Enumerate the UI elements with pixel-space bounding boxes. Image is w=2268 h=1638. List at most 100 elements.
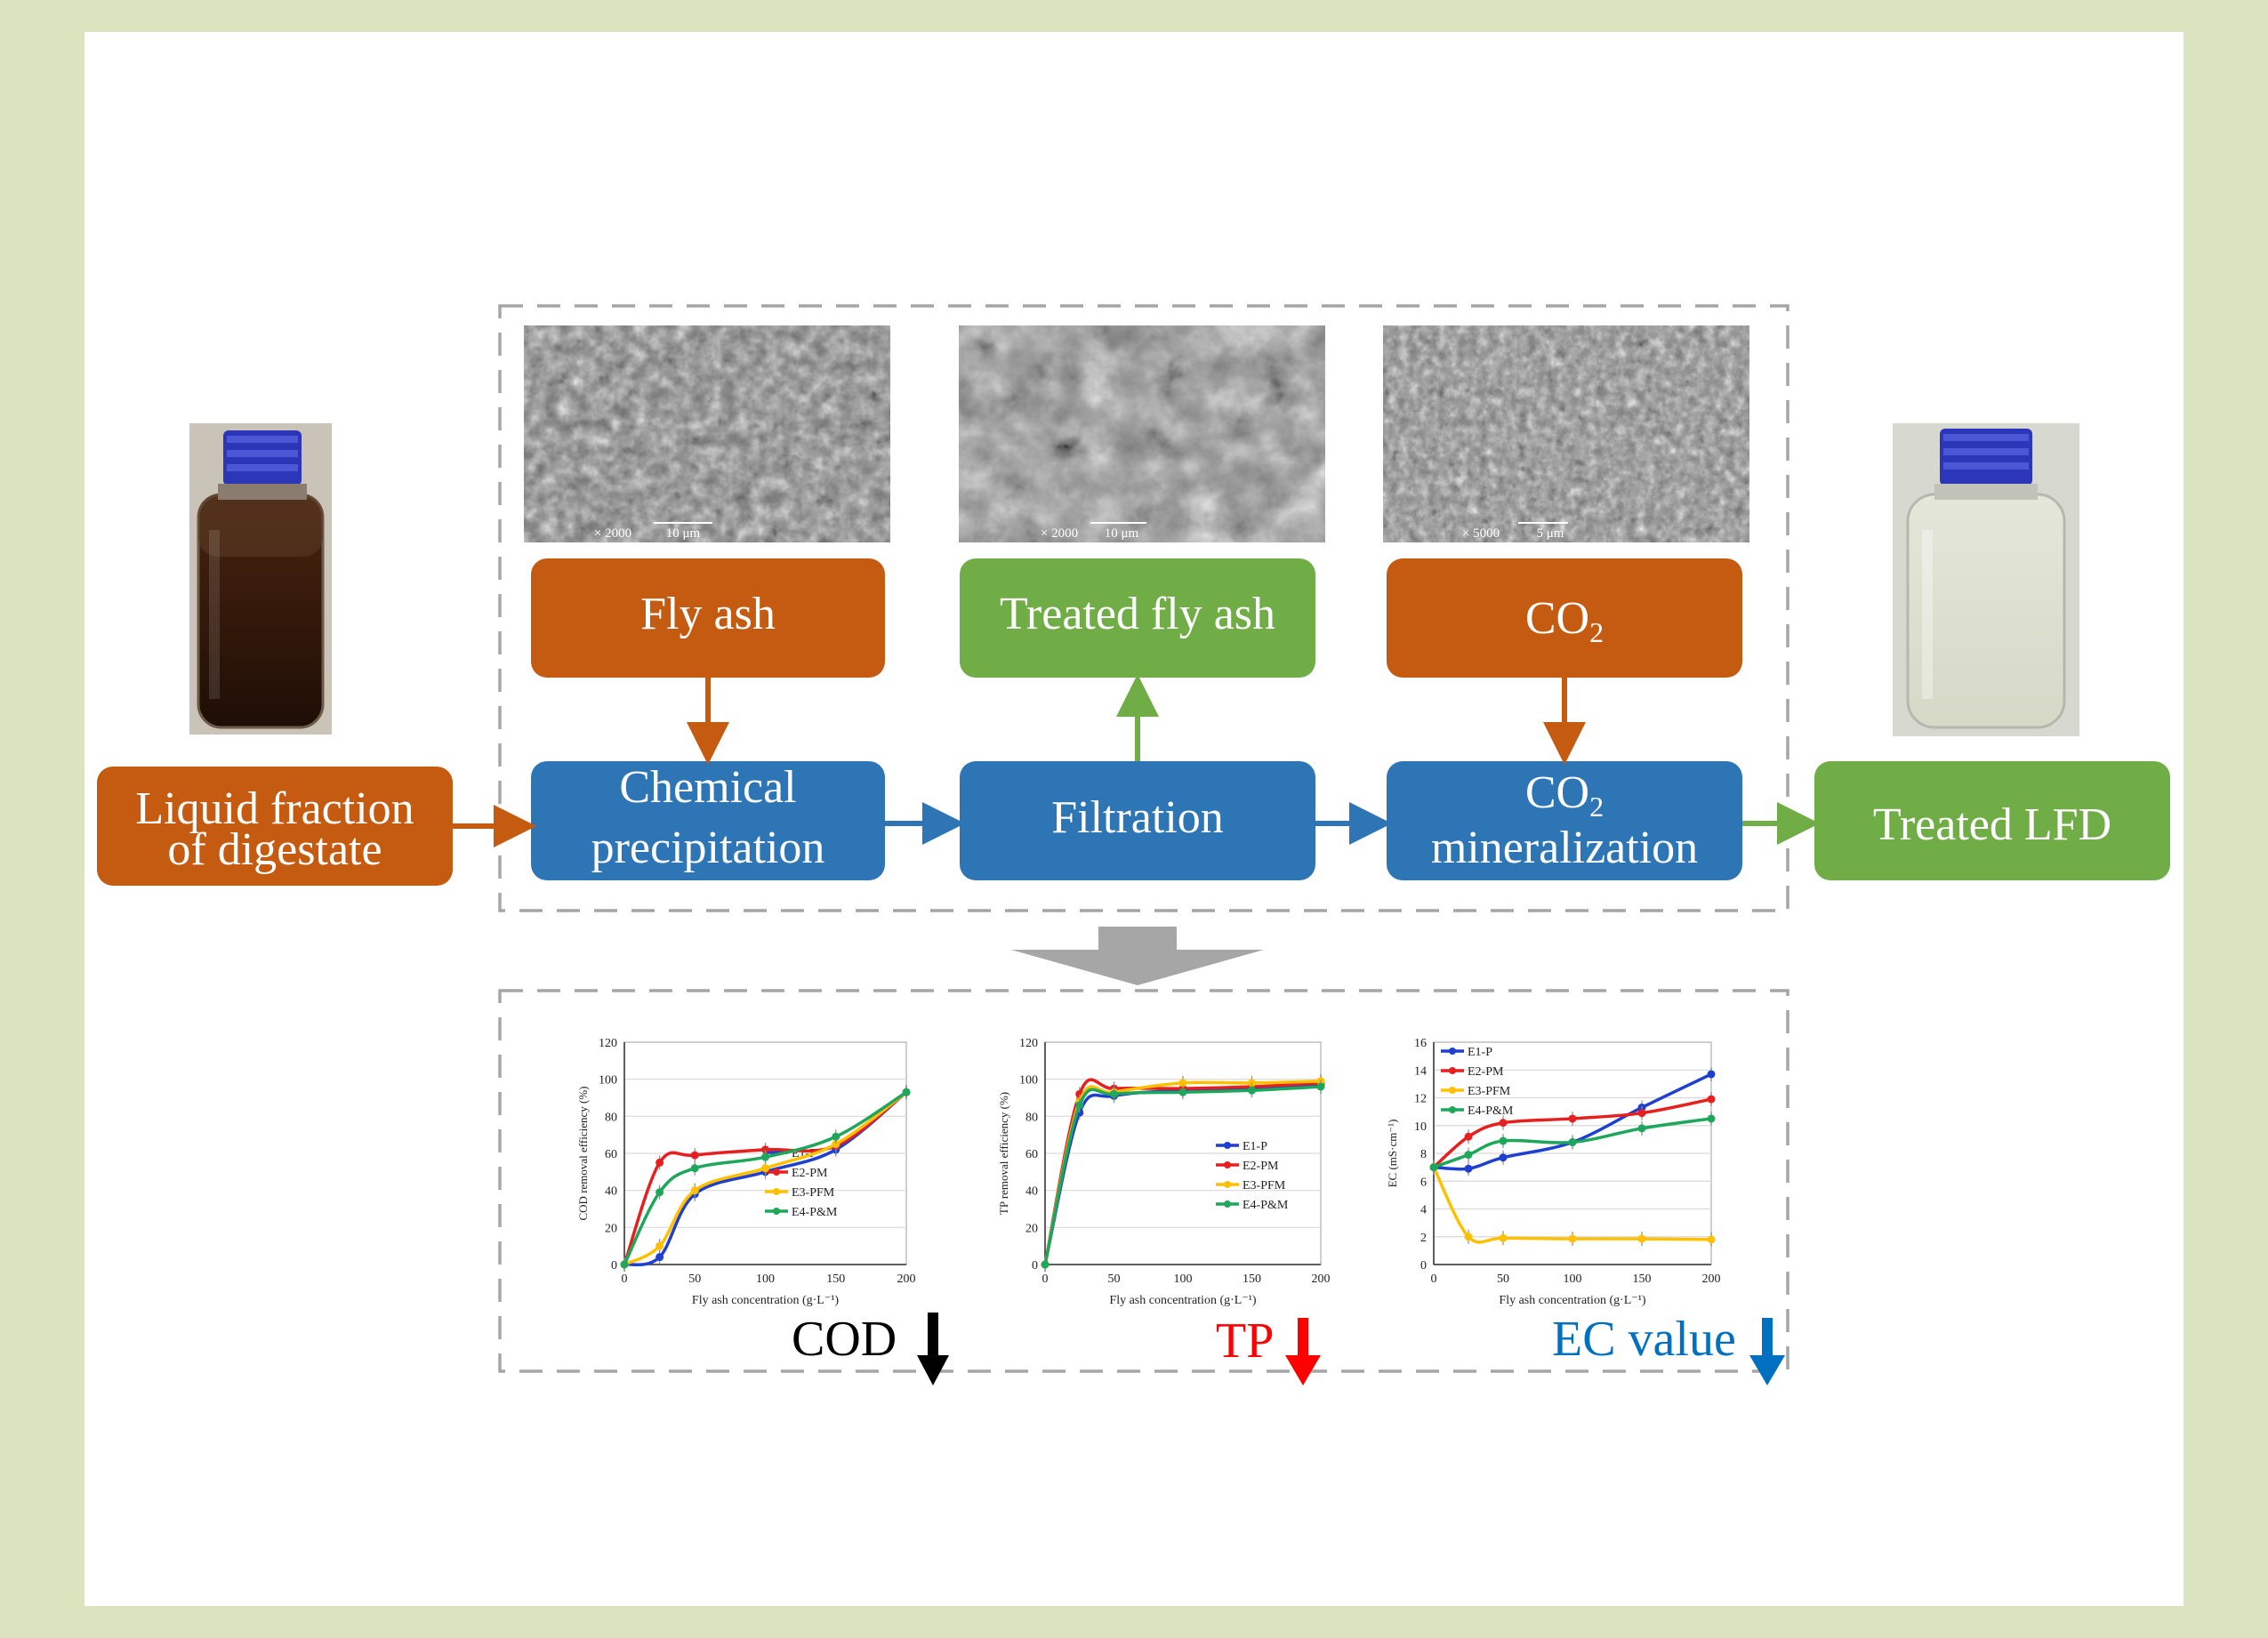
data-point [1499,1233,1508,1242]
legend-label: E4-P&M [792,1206,838,1219]
data-point [1499,1119,1508,1128]
y-tick-label: 0 [1420,1259,1427,1273]
data-point [1499,1136,1508,1145]
data-point [1568,1114,1577,1123]
data-point [1178,1088,1187,1096]
data-point [761,1164,769,1173]
x-tick-label: 100 [1564,1273,1582,1286]
legend-marker [1449,1048,1456,1055]
sem-scale-label-2: 10 μm [1105,526,1139,541]
data-point [655,1241,664,1250]
legend-label: E2-PM [1468,1065,1504,1079]
legend-label: E4-P&M [1468,1104,1514,1118]
data-point [1707,1070,1716,1079]
ec-outcome-label: EC value [1552,1312,1736,1367]
y-tick-label: 20 [605,1222,617,1235]
series-line-E4-P&M [623,1090,907,1265]
y-tick-label: 40 [1025,1185,1038,1199]
sem-image-co2-mineralized: × 5000 5 μm [1383,325,1749,542]
legend-marker [1224,1181,1231,1188]
y-axis-label: TP removal efficiency (%) [997,1092,1010,1215]
x-tick-label: 100 [756,1273,775,1286]
x-tick-label: 150 [1243,1273,1261,1286]
treated-lfd-label: Treated LFD [1873,799,2111,850]
data-point [1707,1235,1716,1244]
data-point [1637,1234,1646,1243]
y-tick-label: 6 [1420,1176,1427,1189]
treated-fly-ash-label: Treated fly ash [1000,589,1275,639]
data-point [902,1088,911,1096]
series-line-E1-P [1043,1083,1322,1265]
chemical-precipitation-box: Chemical precipitation [531,761,885,880]
co2-label: CO2 [1525,593,1604,648]
y-tick-label: 10 [1414,1120,1427,1134]
legend-label: E3-PFM [792,1186,835,1200]
x-axis-label: Fly ash concentration (g·L⁻¹) [1499,1294,1645,1307]
x-axis-label: Fly ash concentration (g·L⁻¹) [692,1294,839,1307]
input-lfd-line2: of digestate [167,824,382,875]
process-frame [498,304,1789,912]
x-tick-label: 200 [1702,1273,1721,1286]
x-tick-label: 0 [1431,1273,1437,1286]
series-line-E3-PFM [1432,1166,1712,1244]
data-point [1110,1089,1118,1098]
x-tick-label: 50 [1497,1273,1509,1286]
series-line-E2-PM [1043,1078,1322,1265]
x-tick-label: 150 [1633,1273,1652,1286]
sem-mag-label-1: × 2000 [594,526,631,541]
legend-label: E3-PFM [1243,1179,1286,1192]
legend-marker [1449,1106,1456,1113]
data-point [832,1132,840,1141]
sem-image-fly-ash: × 2000 10 μm [524,325,890,542]
legend-marker [773,1208,780,1215]
tp-down-arrow-icon [1285,1318,1321,1385]
sem-scale-label-1: 10 μm [666,526,701,541]
data-point [1464,1132,1473,1141]
y-tick-label: 40 [605,1185,617,1199]
legend-label: E4-P&M [1243,1199,1289,1212]
treated-lfd-bottle-photo [1893,423,2079,736]
data-point [1464,1233,1473,1241]
series-line-E3-PFM [1043,1080,1322,1265]
data-point [1637,1109,1646,1118]
legend-marker [773,1168,780,1176]
treated-lfd-box: Treated LFD [1814,761,2170,880]
y-tick-label: 20 [1025,1222,1038,1235]
cod-outcome-label: COD [792,1312,897,1367]
raw-digestate-bottle-photo [189,423,332,735]
y-tick-label: 0 [1032,1259,1038,1273]
data-point [761,1145,769,1154]
legend-label: E1-P [1468,1046,1492,1059]
tp-chart: 0 20 40 60 80 100 120 0 50 100 150 200 Fly ash conce… [997,1037,1331,1307]
input-lfd-line1: Liquid fraction [135,783,414,834]
co2-mineralization-line1: CO2 [1525,767,1604,823]
legend-marker [773,1188,780,1195]
figure-canvas: × 2000 10 μm × 2000 10 μm × 5000 5 μm Fl… [84,32,2184,1606]
data-point [1429,1163,1438,1172]
results-down-arrow [1011,927,1264,985]
data-point [1075,1101,1084,1110]
y-tick-label: 12 [1414,1093,1427,1106]
y-tick-label: 0 [611,1259,617,1273]
y-tick-label: 60 [605,1148,617,1161]
data-point [690,1186,699,1195]
legend-marker [1224,1200,1231,1208]
x-tick-label: 50 [1108,1273,1121,1286]
y-tick-label: 14 [1414,1064,1427,1078]
treated-fly-ash-box: Treated fly ash [960,558,1315,678]
series-line-E4-P&M [1043,1085,1322,1265]
sem-mag-label-3: × 5000 [1462,526,1500,541]
data-point [1464,1151,1473,1160]
data-point [690,1151,699,1160]
data-point [1568,1138,1577,1146]
data-point [1248,1086,1256,1095]
data-point [1707,1095,1716,1104]
x-tick-label: 0 [622,1273,628,1286]
y-tick-label: 2 [1420,1232,1427,1245]
data-point [655,1158,664,1167]
data-point [1041,1260,1050,1269]
data-point [655,1188,664,1197]
x-tick-label: 0 [1042,1273,1049,1286]
data-point [1499,1153,1508,1162]
legend-label: E1-P [1243,1140,1267,1153]
